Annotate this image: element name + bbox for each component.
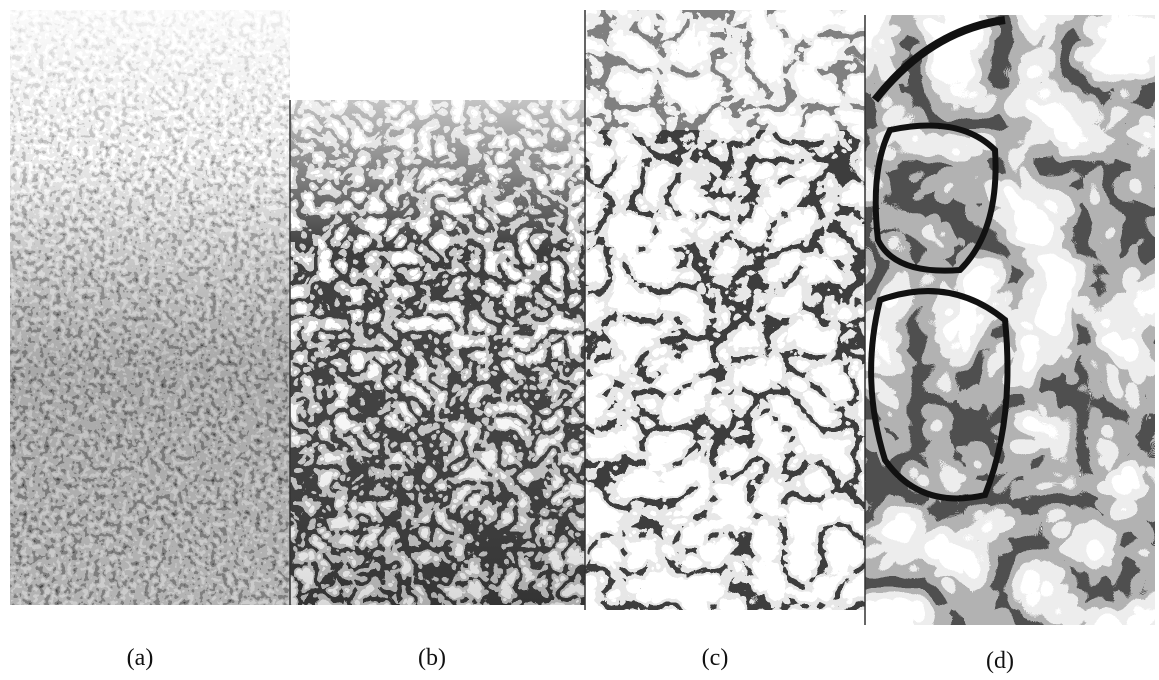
panel-c [585,10,865,610]
panel-b [290,100,585,605]
panel-label: (c) [702,645,729,671]
figure: (a) (b) (c) (d) [0,0,1159,680]
panel-label: (b) [418,645,446,671]
panel-label: (a) [127,645,154,671]
panel-a [10,10,290,605]
panel-d [865,15,1155,625]
panel-label: (d) [986,648,1014,674]
